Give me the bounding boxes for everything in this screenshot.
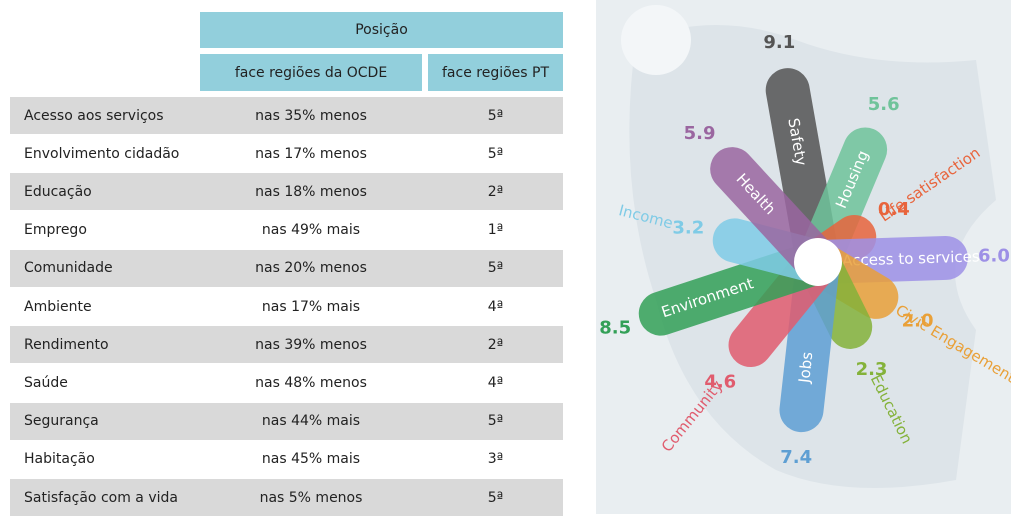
- map-shape: [621, 5, 691, 75]
- table-cell: Acesso aos serviços: [10, 97, 563, 134]
- table-cell: Educação: [10, 173, 563, 211]
- table-cell: nas 17% menos: [255, 145, 367, 162]
- table-cell: Emprego: [10, 211, 563, 249]
- table-cell: nas 35% menos: [255, 107, 367, 124]
- table-cell: 5ª: [487, 145, 504, 162]
- header-col: face regiões da OCDE: [200, 54, 422, 91]
- table-cell: nas 44% mais: [261, 413, 361, 430]
- petal-value: 4.6: [704, 371, 736, 392]
- table-cell: 5ª: [487, 413, 504, 430]
- petal-name: Access to services: [842, 247, 980, 269]
- table-cell: Rendimento: [10, 326, 563, 364]
- header-title: Posição: [200, 12, 563, 48]
- header-col: face regiões PT: [428, 54, 563, 91]
- table-cell: 5ª: [487, 489, 504, 506]
- table-cell: 4ª: [487, 374, 504, 391]
- table-cell: nas 48% menos: [255, 374, 367, 391]
- table-cell: nas 45% mais: [261, 451, 361, 468]
- center: [794, 238, 842, 286]
- petal-value: 3.2: [672, 217, 704, 238]
- table-cell: nas 18% menos: [255, 183, 367, 200]
- table-cell: nas 5% menos: [259, 489, 363, 506]
- petal-value: 6.0: [978, 245, 1010, 266]
- table-cell: 3ª: [487, 451, 504, 468]
- table-cell: 4ª: [487, 298, 504, 315]
- table-cell: Ambiente: [10, 288, 563, 325]
- table-cell: Satisfação com a vida: [10, 479, 563, 516]
- petal-value: 7.4: [780, 447, 812, 468]
- table-cell: nas 20% menos: [255, 260, 367, 277]
- table: Posição face regiões da OCDE face regiõe…: [10, 12, 563, 516]
- table-cell: Envolvimento cidadão: [10, 135, 563, 173]
- table-cell: 1ª: [487, 222, 504, 239]
- petal-name: Jobs: [795, 351, 816, 385]
- table-cell: Comunidade: [10, 249, 563, 287]
- table-cell: 2ª: [487, 336, 504, 353]
- petal-value: 5.6: [868, 94, 900, 115]
- table-cell: Segurança: [10, 402, 563, 440]
- petal-value: 0.4: [878, 199, 910, 220]
- petal-value: 5.9: [684, 123, 716, 144]
- table-cell: 5ª: [487, 107, 504, 124]
- petal-value: 2.0: [902, 311, 934, 332]
- petal-value: 9.1: [763, 32, 795, 53]
- petal-value: 8.5: [599, 318, 631, 339]
- table-cell: nas 49% mais: [261, 222, 361, 239]
- table-cell: 5ª: [487, 260, 504, 277]
- table-cell: Saúde: [10, 364, 563, 402]
- petal-value: 2.3: [856, 359, 888, 380]
- table-cell: 2ª: [487, 183, 504, 200]
- table-cell: Habitação: [10, 440, 563, 478]
- table-cell: nas 17% mais: [261, 298, 361, 315]
- table-cell: nas 39% menos: [255, 336, 367, 353]
